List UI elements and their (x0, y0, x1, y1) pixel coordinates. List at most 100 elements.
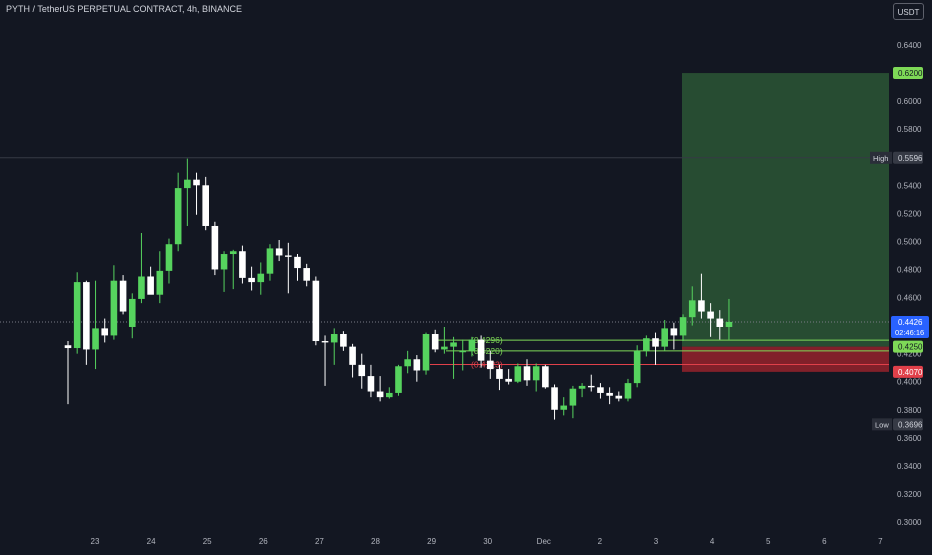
candle-body (679, 317, 687, 336)
x-tick-label: 5 (766, 537, 771, 546)
x-tick-label: 27 (315, 537, 324, 546)
candle-body (285, 255, 292, 257)
y-tick-label: 0.4200 (897, 350, 922, 359)
candle-body (211, 225, 219, 270)
candle-body (349, 346, 356, 365)
candle-body (633, 350, 641, 384)
candle-body (450, 342, 457, 347)
y-tick-label: 0.6400 (897, 41, 922, 50)
x-tick-label: 29 (427, 537, 436, 546)
candle-countdown: 02:46:16 (895, 328, 924, 337)
candle-body (376, 391, 384, 398)
x-tick-label: 2 (598, 537, 603, 546)
candle-body (551, 387, 558, 410)
price-badge (893, 340, 923, 353)
candle-body (239, 251, 246, 278)
candle-body (661, 328, 668, 347)
candle-body (413, 359, 421, 371)
candle-body (119, 280, 127, 312)
candle-body (92, 328, 99, 350)
candle-body (496, 369, 503, 379)
x-tick-label: 6 (822, 537, 827, 546)
chart-title: PYTH / TetherUS PERPETUAL CONTRACT, 4h, … (6, 4, 243, 14)
y-tick-label: 0.4000 (897, 378, 922, 387)
candle-body (83, 282, 90, 350)
y-tick-label: 0.5000 (897, 237, 922, 246)
x-tick-label: 25 (203, 537, 212, 546)
y-tick-label: 0.5800 (897, 125, 922, 134)
y-tick-label: 0.3200 (897, 490, 922, 499)
x-tick-label: 3 (654, 537, 659, 546)
y-tick-label: 0.3800 (897, 406, 922, 415)
candle-body (569, 388, 577, 406)
candle-body (514, 366, 522, 382)
candle-body (330, 334, 338, 343)
candle-body (597, 387, 604, 393)
candle-body (615, 395, 623, 399)
y-tick-label: 0.4600 (897, 294, 922, 303)
candle-body (560, 405, 568, 410)
profit-zone (682, 73, 889, 347)
high-price-badge (893, 151, 923, 164)
high-price-value: 0.5596 (898, 154, 923, 163)
candle-body (587, 385, 595, 388)
x-tick-label: 24 (147, 537, 156, 546)
candle-body (532, 366, 540, 381)
candle-body (165, 244, 173, 271)
price-badge (893, 365, 923, 378)
candle-body (266, 248, 274, 274)
level-label: (0.4296) (471, 335, 503, 345)
candle-body (578, 385, 586, 389)
candle-body (698, 300, 705, 312)
candle-body (156, 270, 164, 295)
candle-body (468, 339, 476, 351)
candle-body (725, 321, 733, 327)
x-tick-label: 23 (91, 537, 100, 546)
candle-body (395, 366, 402, 393)
low-label-box (872, 418, 892, 431)
candle-body (486, 360, 494, 370)
candle-body (147, 276, 154, 295)
price-badge (893, 67, 923, 80)
high-label-box (870, 151, 892, 164)
candle-body (220, 254, 228, 270)
x-tick-label: 4 (710, 537, 715, 546)
y-tick-label: 0.3600 (897, 434, 922, 443)
candle-body (275, 248, 283, 256)
candle-body (652, 338, 659, 347)
x-tick-label: Dec (537, 537, 551, 546)
low-price-value: 0.3696 (898, 420, 923, 429)
level-label: (0.4123) (471, 359, 503, 369)
price-badge-label: 0.4250 (898, 343, 923, 352)
candle-body (624, 383, 632, 399)
candle-body (542, 366, 549, 388)
candle-body (688, 300, 696, 318)
candle-body (294, 256, 301, 269)
candle-body (193, 179, 200, 186)
candle-body (441, 346, 448, 350)
x-tick-label: 28 (371, 537, 380, 546)
candle-body (110, 280, 118, 336)
level-label: (0.4220) (471, 346, 503, 356)
y-tick-label: 0.6000 (897, 97, 922, 106)
high-label: High (873, 154, 888, 163)
candle-body (257, 273, 265, 283)
candle-body (202, 185, 209, 226)
x-tick-label: 26 (259, 537, 268, 546)
candle-body (73, 282, 81, 349)
y-tick-label: 0.3000 (897, 518, 922, 527)
candle-body (670, 328, 678, 336)
candle-body (459, 350, 467, 353)
current-price-badge (891, 315, 929, 338)
y-tick-label: 0.5200 (897, 209, 922, 218)
candle-body (404, 359, 411, 367)
currency-button[interactable]: USDT (893, 3, 924, 20)
candle-body (386, 392, 393, 398)
candle-body (128, 298, 136, 327)
x-tick-label: 30 (483, 537, 492, 546)
candle-body (367, 376, 375, 392)
candle-body (716, 318, 724, 327)
